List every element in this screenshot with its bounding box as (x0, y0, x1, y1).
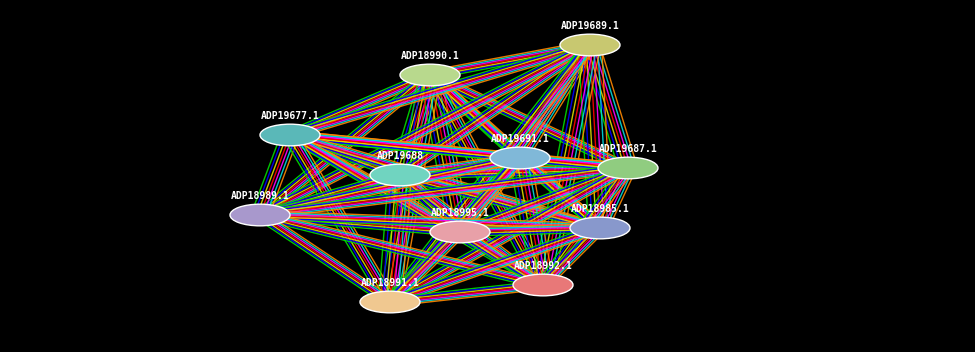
Text: ADP18992.1: ADP18992.1 (514, 260, 572, 271)
Circle shape (513, 274, 573, 296)
Circle shape (598, 157, 658, 179)
Text: ADP19687.1: ADP19687.1 (599, 144, 657, 154)
Text: ADP18985.1: ADP18985.1 (570, 204, 630, 214)
Text: ADP18990.1: ADP18990.1 (401, 51, 459, 61)
Text: ADP18989.1: ADP18989.1 (231, 191, 290, 201)
Text: ADP18991.1: ADP18991.1 (361, 278, 419, 288)
Circle shape (570, 217, 630, 239)
Circle shape (490, 147, 550, 169)
Text: ADP18995.1: ADP18995.1 (431, 208, 489, 218)
Text: ADP19691.1: ADP19691.1 (490, 134, 549, 144)
Circle shape (370, 164, 430, 186)
Circle shape (260, 124, 320, 146)
Circle shape (560, 34, 620, 56)
Text: ADP19688: ADP19688 (376, 151, 423, 161)
Circle shape (400, 64, 460, 86)
Circle shape (360, 291, 420, 313)
Circle shape (430, 221, 490, 243)
Text: ADP19677.1: ADP19677.1 (260, 111, 320, 121)
Text: ADP19689.1: ADP19689.1 (561, 21, 619, 31)
Circle shape (230, 204, 290, 226)
